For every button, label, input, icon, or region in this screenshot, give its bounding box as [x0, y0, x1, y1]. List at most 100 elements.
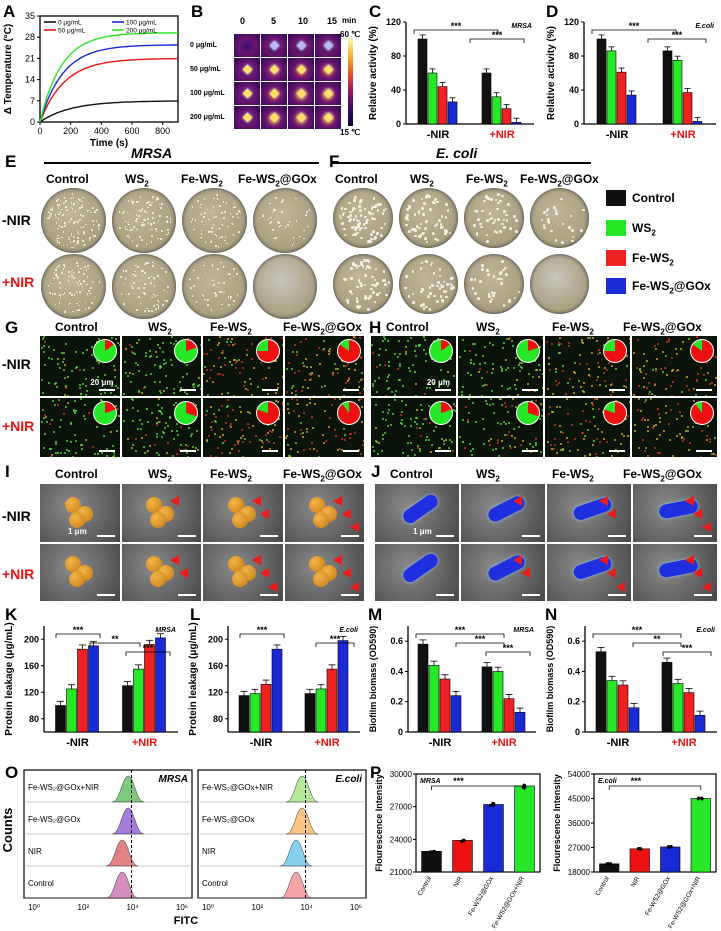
fluor-dot [146, 407, 149, 410]
colony [70, 234, 73, 236]
x-category-label: -NIR [429, 737, 452, 749]
fluor-dot [508, 387, 511, 390]
fluor-dot [348, 432, 351, 435]
fluor-dot [114, 385, 117, 388]
fluor-dot [231, 337, 234, 340]
colony [491, 221, 495, 225]
colony [360, 226, 363, 230]
colony [160, 230, 163, 232]
fluor-dot [162, 363, 165, 366]
legend-fews2gox: Fe-WS2@GOx [632, 279, 711, 296]
fluor-dot [281, 401, 283, 404]
fluor-dot [81, 447, 84, 450]
chart-title: MRSA [513, 627, 534, 634]
fluor-dot [57, 404, 60, 407]
fluor-dot [425, 438, 428, 441]
scale-bar [522, 388, 538, 391]
fluor-dot [354, 336, 357, 339]
fluor-dot [541, 408, 543, 411]
colony [223, 291, 225, 294]
colony [86, 210, 89, 212]
fluor-dot [347, 376, 350, 379]
live-dead-pie [92, 400, 117, 425]
fluor-dot [636, 408, 639, 411]
fluor-dot [388, 409, 391, 412]
bacterium-coccus [227, 556, 244, 573]
fluor-dot [162, 431, 165, 434]
sig-bracket [239, 633, 285, 638]
fluor-dot [273, 424, 276, 427]
colony [371, 212, 375, 216]
fluor-dot [291, 385, 294, 388]
colony [233, 299, 235, 302]
colony [413, 212, 417, 216]
fluor-dot [63, 413, 66, 416]
colony [94, 234, 97, 237]
histogram-peak [112, 807, 145, 835]
fluorescence-g: 20 μm [40, 336, 366, 459]
live-dead-pie [92, 339, 117, 363]
fluor-dot [219, 435, 222, 438]
colony [204, 298, 206, 301]
fluor-dot [650, 392, 653, 395]
colony [54, 303, 57, 306]
colony [379, 203, 382, 206]
colony [437, 281, 440, 284]
live-dead-pie [690, 400, 714, 425]
colony [501, 194, 504, 198]
y-tick-label: 120 [386, 17, 401, 27]
live-dead-pie [429, 400, 453, 425]
fluor-dot [519, 361, 522, 364]
colony [281, 201, 283, 203]
sig-bracket [608, 785, 702, 790]
y-tick-label: 7 [30, 96, 35, 106]
colony [164, 299, 166, 302]
colony [166, 205, 169, 208]
colony [132, 287, 134, 289]
i-row-minus: -NIR [2, 508, 31, 524]
sem-tile [461, 543, 545, 601]
bacterium-rod [400, 492, 441, 526]
fluor-dot [642, 376, 645, 379]
fluor-dot [361, 421, 364, 424]
fluor-dot [396, 355, 399, 358]
colony [80, 226, 82, 229]
colony [441, 284, 444, 288]
colony [133, 200, 135, 203]
fluor-dot [297, 415, 300, 418]
fluor-dot [145, 433, 148, 436]
fluor-dot [555, 379, 558, 382]
fluor-dot [663, 430, 665, 433]
fluor-dot [131, 346, 134, 349]
colony [130, 284, 133, 287]
fluor-dot [482, 418, 485, 421]
fluor-dot [671, 368, 674, 371]
fluor-dot [592, 444, 595, 447]
fluor-dot [144, 452, 147, 455]
fluor-dot [136, 342, 139, 345]
fluor-dot [311, 441, 314, 444]
colony [359, 209, 362, 212]
colony [78, 280, 81, 282]
fluor-dot [509, 336, 512, 339]
colony [359, 284, 363, 287]
colony [210, 240, 213, 242]
fluor-dot [589, 337, 592, 340]
fluor-dot [63, 369, 66, 372]
row-label: NIR [202, 847, 216, 856]
fluor-dot [141, 391, 144, 394]
colony [488, 212, 492, 215]
fluor-dot [47, 357, 50, 360]
colony [204, 271, 207, 274]
fluor-dot [186, 363, 189, 366]
colony [56, 275, 58, 277]
colony [139, 236, 142, 239]
fluor-dot [668, 340, 671, 343]
colony [382, 270, 386, 273]
colony [152, 217, 154, 219]
colony [66, 209, 68, 211]
legend-label-2: 100 μg/mL [126, 20, 157, 27]
fluor-dot [700, 455, 703, 457]
colony [420, 290, 423, 294]
